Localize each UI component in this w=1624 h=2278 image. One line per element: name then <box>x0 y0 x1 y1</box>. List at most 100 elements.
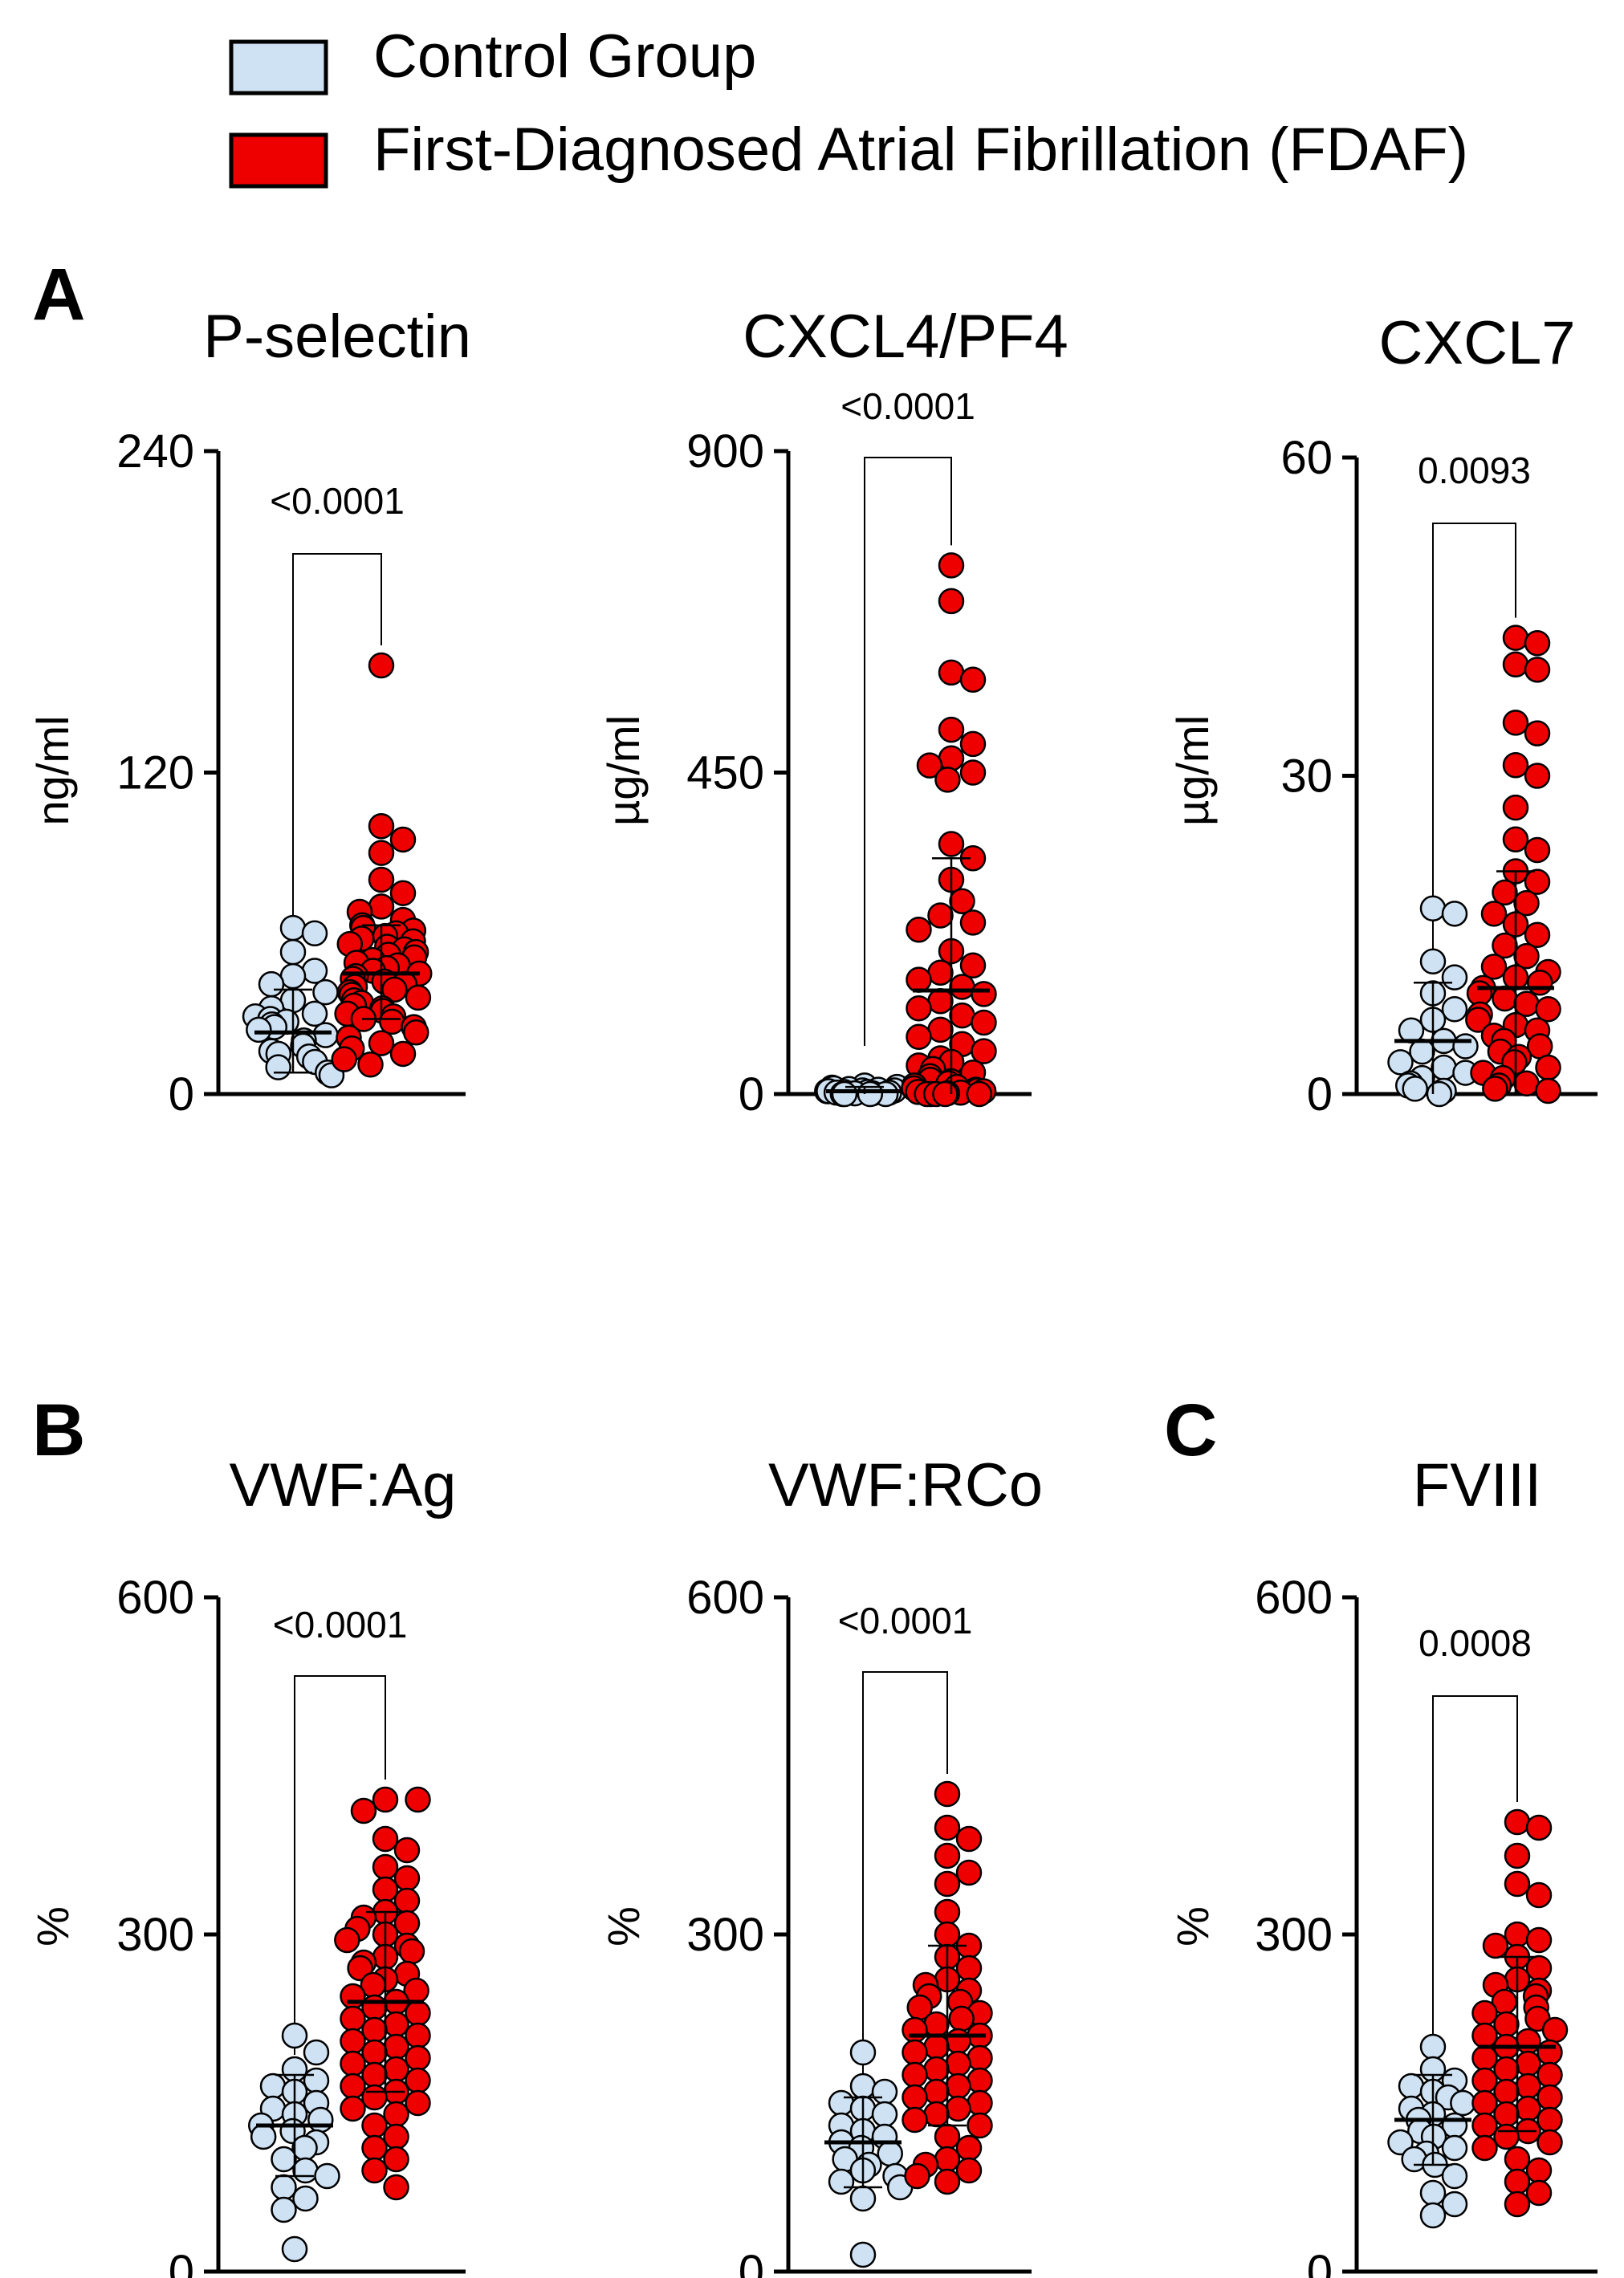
data-point-fdaf <box>907 996 931 1020</box>
data-point-fdaf <box>1538 2040 1562 2064</box>
data-point-control <box>314 1023 338 1047</box>
data-point-fdaf <box>961 668 985 692</box>
data-point-fdaf <box>369 868 393 892</box>
data-point-control <box>272 2175 296 2199</box>
y-tick-label: 240 <box>116 425 194 478</box>
y-tick-label: 300 <box>1255 1909 1333 1961</box>
data-point-fdaf <box>1527 1956 1551 1980</box>
data-point-control <box>308 2108 332 2132</box>
data-point-fdaf <box>906 2164 930 2188</box>
data-point-fdaf <box>400 1939 424 1963</box>
data-point-fdaf <box>1538 2063 1562 2087</box>
data-point-control <box>315 2164 340 2188</box>
data-point-fdaf <box>1543 2018 1567 2042</box>
data-point-control <box>1443 2164 1467 2188</box>
data-point-fdaf <box>385 2147 409 2171</box>
data-point-fdaf <box>406 2091 430 2115</box>
data-point-control <box>1443 2136 1467 2160</box>
y-tick-label: 600 <box>686 1572 764 1624</box>
data-point-fdaf <box>1495 2080 1519 2104</box>
data-point-fdaf <box>968 2069 992 2093</box>
data-point-fdaf <box>1515 1072 1539 1096</box>
data-point-fdaf <box>1504 753 1528 777</box>
data-point-control <box>246 1018 271 1042</box>
data-point-fdaf <box>939 661 963 685</box>
data-point-fdaf <box>967 1082 991 1106</box>
data-point-fdaf <box>341 1984 365 2008</box>
data-point-fdaf <box>933 1082 957 1106</box>
y-tick-label: 0 <box>739 1068 764 1121</box>
data-point-fdaf <box>957 2136 981 2160</box>
chart-title: P-selectin <box>203 303 471 371</box>
data-point-control <box>283 2024 307 2048</box>
legend-swatch-control <box>231 42 326 93</box>
chart-title: VWF:RCo <box>768 1451 1043 1519</box>
data-point-fdaf <box>385 2175 409 2199</box>
data-point-fdaf <box>907 968 931 992</box>
data-point-fdaf <box>1473 2024 1497 2048</box>
data-point-fdaf <box>903 2063 927 2087</box>
data-point-control <box>858 1082 882 1106</box>
data-point-control <box>304 2069 328 2093</box>
data-point-fdaf <box>385 2057 409 2081</box>
data-point-fdaf <box>935 1900 959 1924</box>
p-value-label: <0.0001 <box>273 1604 408 1645</box>
y-tick-label: 0 <box>1307 2246 1333 2278</box>
data-point-fdaf <box>935 1844 959 1868</box>
data-point-fdaf <box>363 2113 387 2138</box>
data-point-fdaf <box>406 2069 430 2093</box>
data-point-control <box>1421 897 1445 921</box>
data-point-fdaf <box>903 2040 927 2064</box>
data-point-fdaf <box>1536 1056 1561 1080</box>
data-point-control <box>267 1056 291 1080</box>
chart-title: VWF:Ag <box>230 1451 457 1519</box>
data-point-control <box>261 2074 285 2098</box>
chart-title: CXCL4/PF4 <box>743 303 1068 371</box>
data-point-fdaf <box>961 732 985 756</box>
y-tick-label: 60 <box>1280 432 1333 484</box>
data-point-fdaf <box>395 1866 419 1890</box>
data-point-control <box>1443 997 1467 1021</box>
y-tick-label: 900 <box>686 425 764 478</box>
data-point-fdaf <box>1504 795 1528 820</box>
data-point-fdaf <box>341 2007 365 2031</box>
data-point-fdaf <box>925 2080 949 2104</box>
data-point-fdaf <box>946 2029 971 2053</box>
chart-cxcl7: CXCL7µg/ml03060 0.0093 <box>1167 309 1598 1121</box>
data-point-fdaf <box>363 2085 387 2109</box>
data-point-fdaf <box>1536 1079 1561 1103</box>
data-point-fdaf <box>1493 986 1517 1011</box>
y-tick-label: 600 <box>116 1572 194 1624</box>
data-point-fdaf <box>391 881 415 905</box>
data-point-control <box>873 2102 897 2126</box>
data-point-fdaf <box>1473 2001 1497 2025</box>
data-point-fdaf <box>391 828 415 852</box>
data-point-fdaf <box>406 986 430 1010</box>
data-point-control <box>1421 2203 1445 2227</box>
y-tick-label: 120 <box>116 747 194 799</box>
p-value-label: <0.0001 <box>838 1600 973 1641</box>
data-point-fdaf <box>332 1047 356 1072</box>
data-point-fdaf <box>946 2097 971 2121</box>
data-point-fdaf <box>369 814 393 838</box>
chart-cxcl4-pf4: CXCL4/PF4 µg/ml 0 450 900 <0.0001 <box>598 303 1068 1121</box>
data-point-fdaf <box>1495 2125 1519 2149</box>
data-point-fdaf <box>1516 2029 1541 2053</box>
data-point-fdaf <box>380 1010 404 1034</box>
data-point-fdaf <box>950 1003 975 1027</box>
data-point-fdaf <box>907 917 931 942</box>
chart-fviii: FVIII%03006000.0008 <box>1167 1451 1598 2278</box>
data-point-control <box>829 2091 853 2115</box>
data-point-fdaf <box>957 1861 981 1885</box>
data-point-control <box>1451 2091 1475 2115</box>
data-point-fdaf <box>1525 722 1549 746</box>
data-point-control <box>281 964 305 988</box>
data-point-fdaf <box>1516 2097 1541 2121</box>
data-point-control <box>851 2074 875 2098</box>
chart-p-selectin: P-selectinng/ml0120240<0.0001 <box>27 303 471 1121</box>
data-point-fdaf <box>1495 2012 1519 2036</box>
data-point-fdaf <box>925 2035 949 2059</box>
data-point-fdaf <box>939 718 963 742</box>
data-point-fdaf <box>1525 657 1549 681</box>
data-point-control <box>1410 1039 1435 1064</box>
